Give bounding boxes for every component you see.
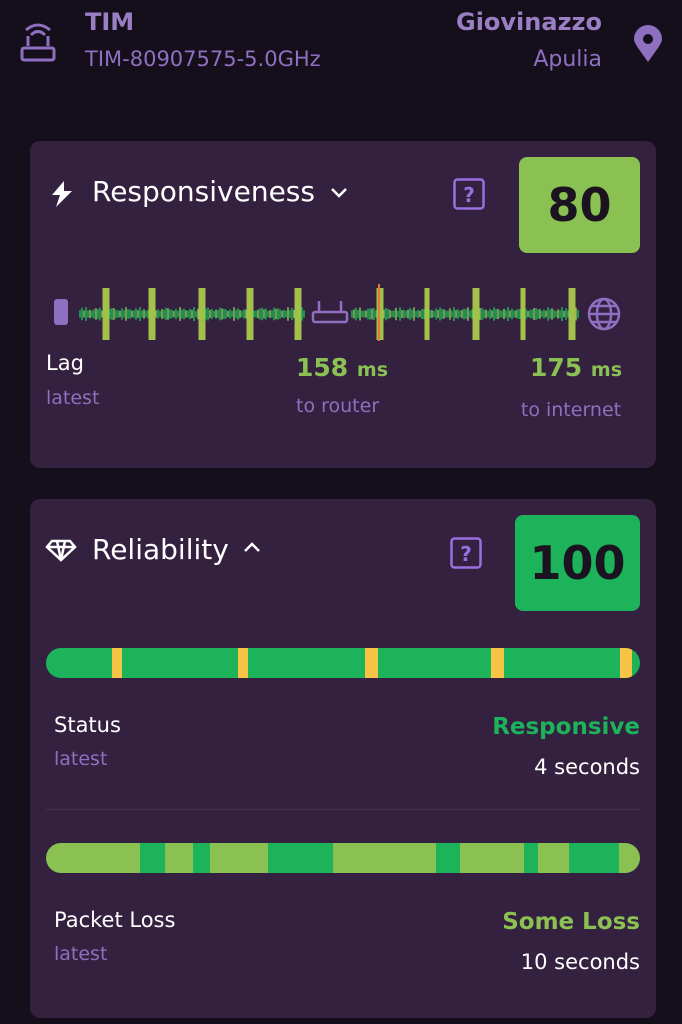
responsiveness-card: Responsiveness ? 80 Lag latest 158 ms to… [30,141,656,468]
network-name: TIM [85,8,135,36]
loss-bar [46,843,640,873]
location-pin[interactable] [634,25,662,62]
city: Giovinazzo [456,8,602,36]
router-small-icon [311,301,349,324]
status-value: Responsive [492,714,640,740]
bolt-icon [52,181,72,207]
region: Apulia [533,47,602,72]
loss-sub: latest [54,943,108,965]
svg-text:?: ? [460,542,472,566]
loss-label: Packet Loss [54,908,176,932]
score-box: 100 [515,515,640,611]
router-latency: 158 ms [296,353,388,382]
lag-sub: latest [46,387,100,409]
svg-text:?: ? [463,183,475,207]
section-title[interactable]: Responsiveness [92,175,315,208]
help-icon[interactable]: ? [450,537,482,569]
internet-label: to internet [520,399,622,421]
internet-latency: 175 ms [530,353,622,382]
section-title[interactable]: Reliability [92,533,229,566]
score-box: 80 [519,157,640,253]
ssid: TIM-80907575-5.0GHz [85,47,321,71]
chevron-up[interactable] [243,541,261,553]
loss-value: Some Loss [502,909,640,935]
divider [46,809,640,810]
status-time: 4 seconds [534,755,640,779]
router-label: to router [296,395,380,417]
status-bar [46,648,640,678]
status-label: Status [54,713,121,737]
router-icon [20,23,56,62]
reliability-card: Reliability ? 100 Status latest Responsi… [30,499,656,1018]
globe-icon [587,297,621,331]
diamond-icon [45,539,77,562]
latency-waveform [54,284,621,341]
loss-time: 10 seconds [520,950,640,974]
internet-value: 175 [529,353,583,382]
router-unit: ms [356,359,389,381]
score: 100 [529,536,626,590]
router-value: 158 [296,353,349,382]
lag-label: Lag [46,351,84,375]
phone-icon [54,299,68,325]
internet-unit: ms [590,359,622,381]
chevron-down[interactable] [330,187,348,199]
score: 80 [547,178,612,232]
status-sub: latest [54,748,108,770]
help-icon[interactable]: ? [453,178,485,210]
